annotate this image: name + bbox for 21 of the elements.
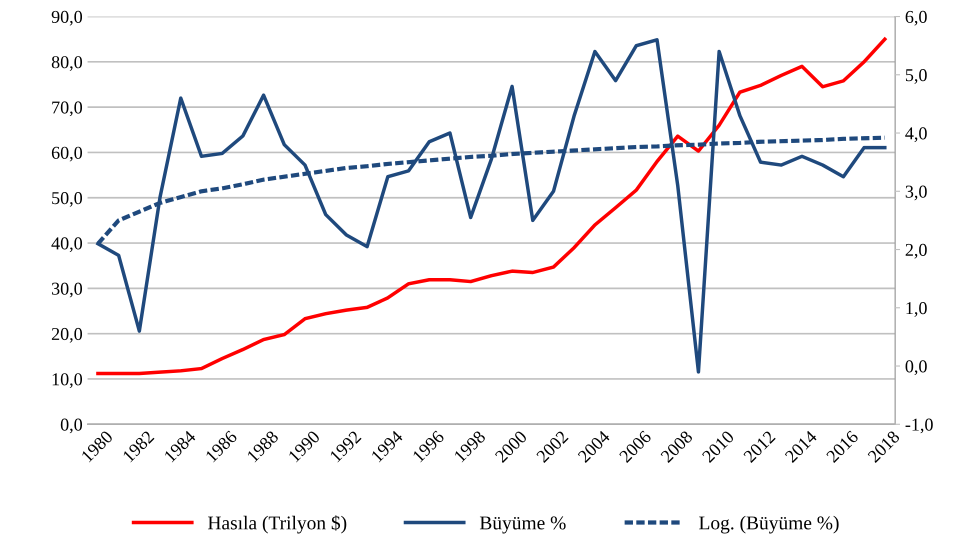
legend-label: Büyüme % xyxy=(480,516,566,534)
y-tick-label: 10,0 xyxy=(52,373,82,388)
y-tick-label: 40,0 xyxy=(51,237,82,252)
y2-tick-label: 1,0 xyxy=(906,302,927,317)
legend-label: Hasıla (Trilyon $) xyxy=(208,515,346,534)
y-tick-label: 60,0 xyxy=(52,146,82,162)
y2-tick-label: -1,0 xyxy=(906,418,933,434)
y-tick-label: 20,0 xyxy=(52,328,82,343)
y2-tick-label: 5,0 xyxy=(906,69,927,84)
y-tick-label: 50,0 xyxy=(52,192,82,207)
y-tick-label: 30,0 xyxy=(52,282,82,298)
y2-tick-label: 0,0 xyxy=(906,360,927,376)
y2-tick-label: 3,0 xyxy=(906,186,927,200)
legend-label: Log. (Büyüme %) xyxy=(699,516,839,534)
y-tick-label: 90,0 xyxy=(52,10,82,26)
y-tick-label: 0,0 xyxy=(60,418,82,434)
y2-tick-label: 4,0 xyxy=(905,127,927,142)
y2-tick-label: 2,0 xyxy=(906,244,927,259)
y-tick-label: 80,0 xyxy=(52,56,82,71)
y2-tick-label: 6,0 xyxy=(906,10,927,26)
y-tick-label: 70,0 xyxy=(52,101,82,116)
